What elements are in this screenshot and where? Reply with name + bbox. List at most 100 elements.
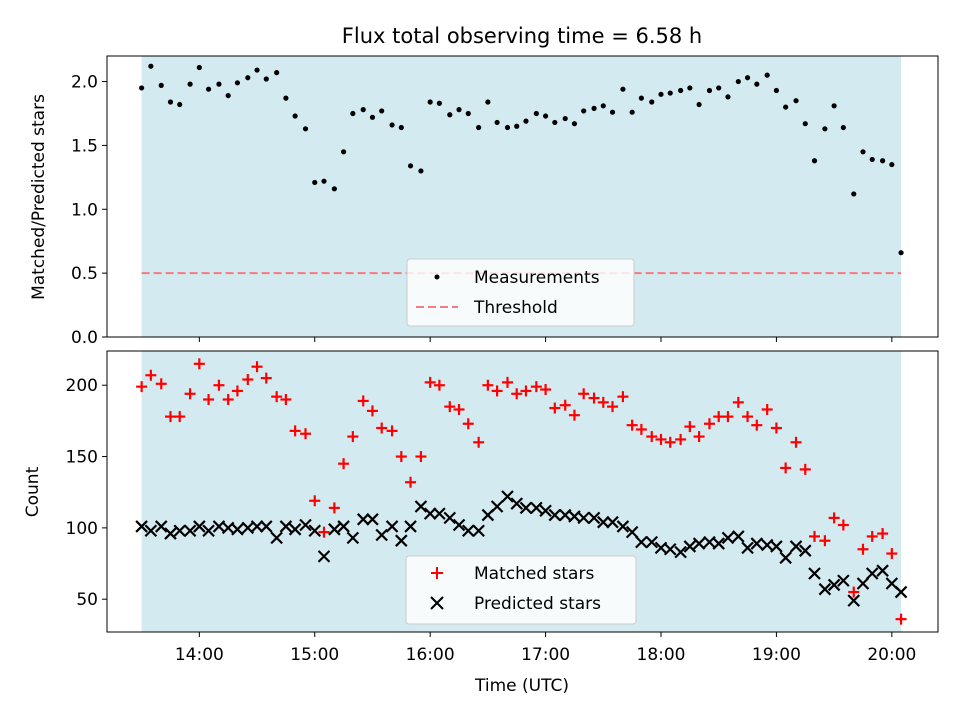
matched-star-point: [473, 436, 485, 448]
measurement-point: [321, 178, 327, 184]
bottom-y-axis-label: Count: [23, 466, 43, 517]
matched-star-point: [828, 512, 840, 524]
measurement-point: [398, 124, 404, 131]
predicted-star-point: [856, 577, 870, 590]
measurement-point: [667, 90, 673, 96]
measurement-point: [274, 70, 280, 76]
measurement-point: [369, 114, 376, 120]
bottom-y-ticks: 50 100 150 200: [66, 376, 107, 610]
matched-stars-points: [136, 358, 907, 625]
measurement-point: [744, 75, 751, 81]
bottom-axes-frame: [106, 350, 939, 633]
predicted-star-point: [202, 524, 215, 538]
y-tick-label: 150: [66, 448, 98, 468]
measurement-point: [504, 124, 511, 131]
measurement-point: [514, 123, 520, 129]
measurement-point: [523, 118, 529, 124]
measurement-point: [389, 122, 395, 128]
matched-star-point: [193, 358, 205, 370]
predicted-star-point: [721, 531, 735, 545]
predicted-star-point: [865, 567, 879, 580]
predicted-star-point: [606, 515, 619, 529]
predicted-star-point: [732, 530, 745, 543]
measurement-point: [158, 82, 164, 88]
matched-star-point: [866, 530, 878, 542]
matched-star-point: [635, 423, 647, 435]
predicted-star-point: [597, 515, 610, 529]
matched-star-point: [164, 411, 176, 423]
legend-threshold-label: Threshold: [473, 298, 558, 318]
measurement-point: [418, 168, 424, 174]
measurement-point: [793, 98, 799, 104]
top-x-ticks: [198, 337, 893, 342]
measurement-point: [649, 99, 655, 105]
predicted-star-point: [635, 535, 648, 549]
matched-star-point: [424, 376, 436, 388]
measurement-point: [234, 80, 241, 86]
legend-measurements-label: Measurements: [474, 268, 600, 288]
measurement-point: [716, 85, 722, 91]
bottom-legend: Matched stars Predicted stars: [405, 555, 637, 625]
matched-star-point: [328, 502, 340, 514]
matched-star-point: [520, 385, 532, 397]
measurement-point: [581, 108, 587, 114]
predicted-star-point: [712, 537, 725, 550]
matched-star-point: [790, 436, 802, 448]
matched-star-point: [607, 401, 619, 413]
measurement-point: [629, 109, 635, 115]
measurement-point: [331, 186, 337, 192]
matched-star-point: [462, 418, 474, 430]
measurement-point: [822, 126, 828, 132]
matched-star-point: [482, 379, 494, 391]
predicted-star-point: [164, 527, 177, 540]
measurement-point: [869, 156, 875, 163]
matched-star-point: [366, 405, 378, 417]
matched-star-point: [655, 433, 667, 445]
measurement-point: [177, 101, 183, 108]
top-y-ticks: 0.0 0.5 1.0 1.5 2.0: [71, 73, 107, 348]
predicted-star-point: [299, 518, 312, 532]
measurement-point: [783, 104, 789, 110]
matched-star-point: [568, 409, 580, 421]
predicted-star-point: [250, 520, 264, 533]
matched-star-point: [693, 431, 705, 443]
legend-measurement-marker: [434, 274, 440, 280]
measurement-point: [436, 100, 442, 106]
measurement-point: [754, 81, 760, 87]
predicted-star-point: [674, 545, 687, 559]
predicted-star-point: [519, 501, 533, 515]
matched-star-point: [289, 425, 301, 437]
measurement-point: [407, 163, 414, 169]
measurement-point: [360, 107, 366, 113]
matched-star-point: [251, 361, 263, 373]
legend-predicted-marker: [430, 596, 444, 610]
measurement-point: [687, 85, 693, 91]
measurement-point: [552, 119, 558, 126]
predicted-star-point: [270, 531, 283, 545]
matched-star-point: [722, 411, 734, 423]
predicted-star-point: [798, 544, 812, 557]
measurement-point: [706, 87, 713, 94]
measurement-point: [638, 95, 644, 101]
bottom-legend-box: [405, 555, 637, 625]
matched-star-point: [155, 378, 167, 390]
matched-star-point: [732, 396, 744, 408]
predicted-star-point: [750, 537, 764, 550]
predicted-star-point: [317, 550, 331, 563]
top-legend-box: [406, 258, 635, 327]
matched-star-point: [395, 451, 407, 463]
matched-star-point: [203, 393, 215, 405]
matched-star-point: [799, 463, 811, 475]
matched-star-point: [588, 392, 600, 404]
predicted-star-point: [308, 524, 322, 538]
y-tick-label: 0.5: [71, 264, 98, 284]
matched-star-point: [145, 369, 157, 381]
predicted-star-point: [231, 523, 244, 536]
predicted-star-point: [539, 504, 552, 518]
measurement-point: [205, 86, 212, 92]
matched-star-point: [501, 376, 513, 388]
measurement-point: [196, 64, 202, 71]
predicted-star-point: [183, 524, 197, 538]
predicted-star-point: [616, 520, 630, 533]
y-tick-label: 0.0: [71, 328, 98, 348]
